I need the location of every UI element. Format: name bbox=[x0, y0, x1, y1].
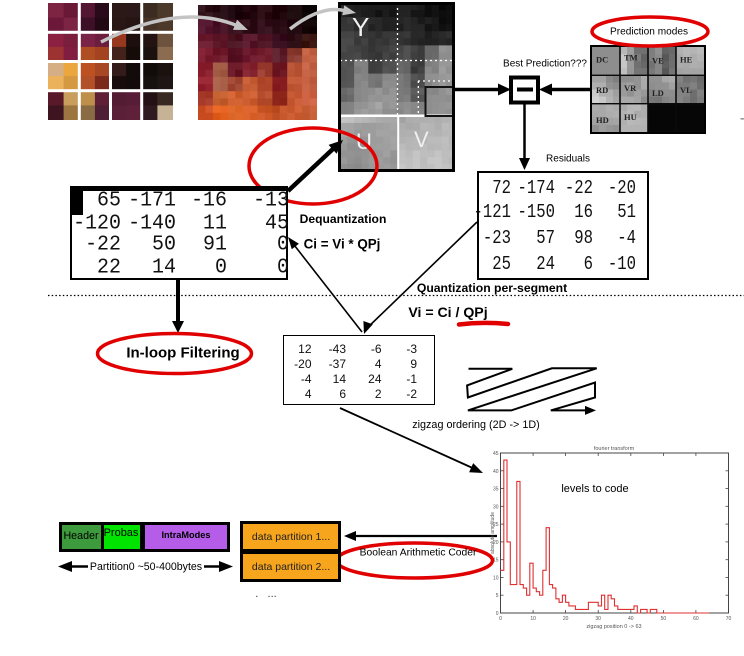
svg-text:45: 45 bbox=[493, 451, 499, 457]
svg-text:0: 0 bbox=[499, 616, 502, 622]
svg-text:40: 40 bbox=[493, 469, 499, 475]
svg-text:V: V bbox=[414, 127, 429, 152]
svg-text:HE: HE bbox=[680, 55, 693, 65]
svg-text:VL: VL bbox=[680, 85, 692, 95]
svg-text:Y: Y bbox=[352, 12, 369, 42]
svg-text:30: 30 bbox=[595, 616, 601, 622]
svg-text:70: 70 bbox=[726, 616, 732, 622]
svg-text:10: 10 bbox=[493, 575, 499, 581]
svg-text:zigzag position 0 -> 63: zigzag position 0 -> 63 bbox=[586, 624, 641, 630]
svg-text:30: 30 bbox=[493, 504, 499, 510]
svg-text:50: 50 bbox=[661, 616, 667, 622]
svg-text:fourier transform: fourier transform bbox=[594, 446, 635, 452]
svg-text:VR: VR bbox=[624, 83, 637, 93]
svg-text:HD: HD bbox=[596, 115, 609, 125]
svg-text:10: 10 bbox=[530, 616, 536, 622]
svg-text:15: 15 bbox=[493, 558, 499, 564]
svg-text:25: 25 bbox=[493, 522, 499, 528]
svg-text:0: 0 bbox=[496, 611, 499, 617]
svg-text:5: 5 bbox=[496, 593, 499, 599]
svg-text:60: 60 bbox=[693, 616, 699, 622]
svg-text:40: 40 bbox=[628, 616, 634, 622]
svg-text:20: 20 bbox=[493, 540, 499, 546]
svg-text:VE: VE bbox=[652, 56, 664, 66]
svg-text:absolute amplitude: absolute amplitude bbox=[490, 512, 496, 554]
svg-text:TM: TM bbox=[624, 53, 638, 63]
svg-text:35: 35 bbox=[493, 487, 499, 493]
svg-text:HU: HU bbox=[624, 112, 637, 122]
svg-text:RD: RD bbox=[596, 85, 608, 95]
svg-text:LD: LD bbox=[652, 88, 664, 98]
svg-text:DC: DC bbox=[596, 55, 608, 65]
svg-text:20: 20 bbox=[563, 616, 569, 622]
